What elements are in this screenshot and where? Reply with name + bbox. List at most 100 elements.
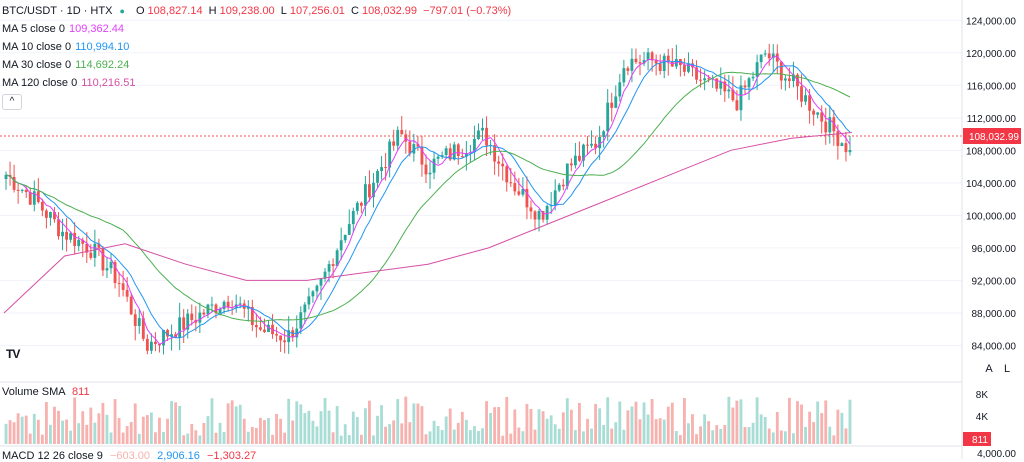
- volume-bar: [77, 423, 81, 444]
- candle: [206, 304, 210, 315]
- price-axis-label: 108,000.00: [966, 146, 1016, 157]
- candle: [202, 312, 206, 315]
- ma30-value: 114,692.24: [75, 59, 130, 71]
- volume-bar: [137, 433, 141, 444]
- log-scale-button[interactable]: L: [1000, 362, 1014, 376]
- current-price-label: 108,032.99: [969, 132, 1019, 143]
- volume-bar: [194, 430, 198, 444]
- candle: [246, 306, 250, 309]
- ma120-row[interactable]: MA 120 close 0 110,216.51: [2, 74, 514, 92]
- candle: [4, 174, 8, 180]
- tradingview-logo-icon[interactable]: TV: [6, 347, 20, 361]
- candle: [723, 81, 727, 92]
- volume-bar: [36, 419, 40, 444]
- candle: [739, 85, 743, 111]
- candle: [311, 291, 315, 297]
- candle: [582, 144, 585, 161]
- candle: [368, 184, 371, 198]
- volume-bar: [174, 402, 178, 444]
- volume-bar: [396, 399, 400, 444]
- candle: [77, 239, 81, 247]
- volume-bar: [783, 431, 787, 444]
- volume-bar: [44, 401, 48, 444]
- volume-bar: [828, 426, 832, 444]
- volume-bar: [436, 425, 440, 444]
- volume-bar: [763, 416, 767, 444]
- candle: [481, 127, 484, 131]
- candle: [166, 329, 169, 337]
- candle: [553, 190, 557, 206]
- volume-bar: [347, 435, 351, 444]
- price-axis-label: 112,000.00: [967, 114, 1017, 125]
- candle: [569, 163, 573, 166]
- candle: [578, 155, 581, 161]
- candle: [388, 141, 392, 168]
- volume-bar: [614, 422, 618, 444]
- volume-bar: [549, 415, 553, 444]
- volume-bar: [81, 411, 85, 444]
- volume-legend[interactable]: Volume SMA 811: [2, 386, 90, 398]
- ma10-line: [5, 60, 851, 339]
- volume-bar: [121, 432, 125, 444]
- volume-bar: [460, 411, 464, 444]
- ma5-row[interactable]: MA 5 close 0 109,362.44: [2, 20, 514, 38]
- candle: [787, 78, 791, 82]
- candle: [57, 219, 60, 237]
- auto-scale-button[interactable]: A: [982, 362, 996, 376]
- candle: [452, 144, 456, 160]
- candle: [824, 121, 828, 133]
- volume-bar: [440, 430, 444, 444]
- volume-bar: [739, 399, 743, 444]
- candle: [412, 144, 416, 154]
- macd-legend[interactable]: MACD 12 26 close 9 −603.00 2,906.16 −1,3…: [2, 450, 256, 462]
- volume-bar: [246, 431, 250, 444]
- candle: [20, 189, 24, 191]
- candle: [283, 340, 287, 343]
- candle: [719, 81, 723, 89]
- ma10-row[interactable]: MA 10 close 0 110,994.10: [2, 38, 514, 56]
- candle: [533, 211, 537, 220]
- volume-bar: [218, 422, 222, 444]
- candle: [658, 63, 662, 72]
- volume-bar: [743, 427, 747, 444]
- volume-bar: [594, 403, 597, 444]
- volume-bar: [569, 409, 573, 444]
- symbol-title[interactable]: BTC/USDT · 1D · HTX: [2, 5, 113, 17]
- candle: [464, 153, 468, 157]
- grid: [0, 19, 962, 346]
- volume-bar: [723, 425, 727, 444]
- price-axis[interactable]: 124,000.00 120,000.00 116,000.00 112,000.00…: [963, 16, 1021, 459]
- volume-bar: [606, 397, 610, 444]
- volume-bar: [553, 424, 557, 444]
- volume-bar: [840, 412, 844, 444]
- volume-bar: [481, 428, 484, 444]
- volume-bar: [384, 426, 388, 444]
- ma5-label: MA 5 close 0: [2, 23, 65, 35]
- volume-bar: [844, 428, 848, 444]
- collapse-legend-button[interactable]: ^: [2, 94, 22, 110]
- candle: [363, 184, 367, 206]
- candle: [561, 184, 565, 187]
- ma30-row[interactable]: MA 30 close 0 114,692.24: [2, 56, 514, 74]
- volume-bar: [832, 435, 836, 444]
- volume-bar: [517, 427, 521, 444]
- volume-bar: [400, 423, 404, 444]
- candle: [521, 188, 525, 195]
- candle: [214, 304, 218, 314]
- candle: [606, 102, 610, 132]
- price-axis-label: 116,000.00: [967, 81, 1017, 92]
- candle: [432, 158, 436, 173]
- volume-bar: [448, 408, 452, 444]
- candle: [121, 283, 125, 290]
- volume-bar: [242, 418, 246, 444]
- candle: [105, 268, 109, 271]
- candle: [226, 301, 230, 308]
- volume-bar: [759, 414, 763, 444]
- volume-bar: [372, 435, 375, 444]
- volume-bar: [178, 405, 182, 444]
- candle: [133, 314, 137, 326]
- volume-bar: [792, 433, 795, 444]
- volume-bar: [779, 430, 783, 444]
- candle: [16, 189, 20, 191]
